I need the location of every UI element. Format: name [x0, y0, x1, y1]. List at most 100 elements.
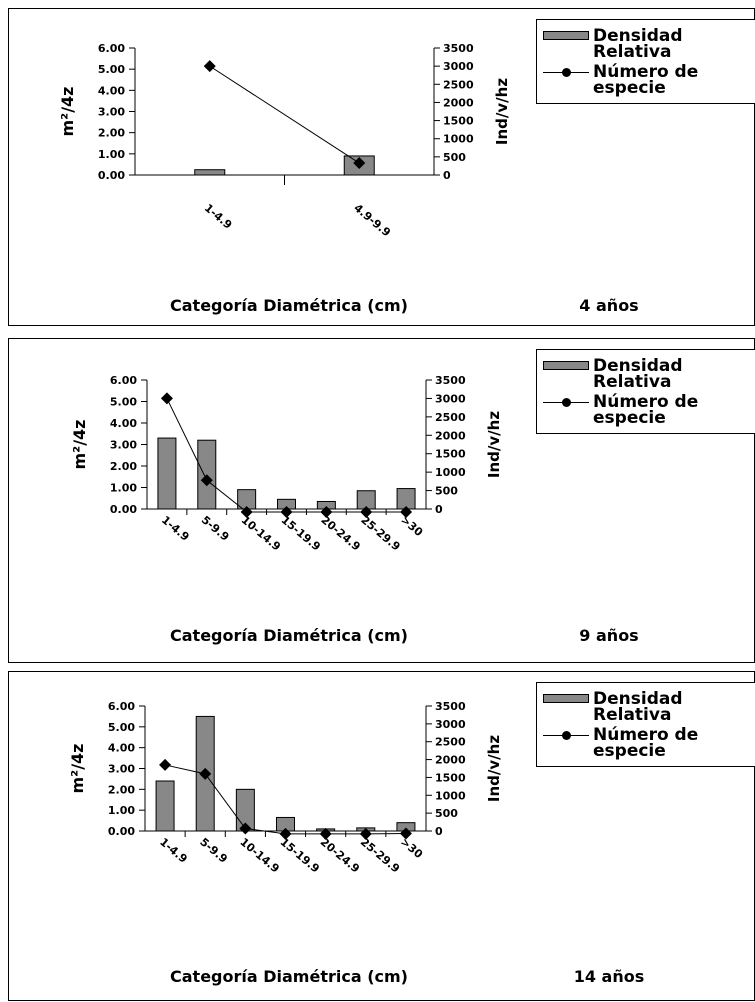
y-axis-title: m²/4z — [68, 744, 87, 794]
line-marker — [200, 474, 213, 487]
line-marker — [239, 822, 252, 835]
left-axis-tick-label: 1.00 — [110, 482, 137, 495]
line-marker — [279, 827, 292, 840]
left-axis-tick-label: 2.00 — [110, 460, 137, 473]
left-axis-tick-label: 6.00 — [108, 700, 135, 713]
left-axis-tick-label: 3.00 — [98, 106, 125, 119]
right-axis-tick-label: 3500 — [435, 374, 466, 387]
right-axis-tick-label: 3000 — [443, 60, 474, 73]
right-axis-tick-label: 500 — [443, 151, 466, 164]
chart-title: 4 años — [579, 296, 639, 315]
y2-axis-title: Ind/v/hz — [485, 411, 503, 478]
chart-svg: 6.00 5.00 4.00 3.00 2.00 1.00 0.00 3500 3000 2500… — [68, 700, 503, 876]
right-axis-tick-label: 1000 — [435, 466, 466, 479]
left-axis-tick-label: 4.00 — [98, 84, 125, 97]
line-marker — [399, 827, 412, 840]
x-tick-label: 1-4.9 — [157, 835, 190, 865]
right-axis-tick-label: 1500 — [435, 771, 466, 784]
bar-densidad-relativa — [155, 780, 175, 832]
bar-densidad-relativa — [194, 169, 226, 176]
left-axis-tick-label: 6.00 — [110, 374, 137, 387]
right-axis-tick-label: 0 — [435, 503, 443, 516]
x-tick-label: 15-19.9 — [279, 513, 323, 553]
right-axis-tick-label: 2000 — [435, 754, 466, 767]
x-axis-title: Categoría Diamétrica (cm) — [170, 967, 408, 986]
legend-bar-swatch — [543, 694, 589, 703]
x-tick-label: 4.9-9.9 — [351, 201, 393, 239]
x-tick-label: 1-4.9 — [202, 201, 235, 231]
x-tick-label: 10-14.9 — [239, 513, 283, 553]
left-axis-tick-label: 2.00 — [108, 783, 135, 796]
right-axis-tick-label: 500 — [435, 807, 458, 820]
x-tick-label: 5-9.9 — [197, 835, 230, 865]
right-axis-tick-label: 3000 — [435, 392, 466, 405]
left-axis-tick-label: 5.00 — [98, 63, 125, 76]
left-axis-tick-label: 3.00 — [108, 763, 135, 776]
right-axis-tick-label: 1500 — [443, 115, 474, 128]
x-axis-title: Categoría Diamétrica (cm) — [170, 626, 408, 645]
line-marker — [280, 505, 293, 518]
line-marker — [199, 767, 212, 780]
legend-line-label: Número de especie — [593, 392, 699, 428]
legend-bar-label: Densidad Relativa — [593, 356, 683, 392]
chart-panel-9-years: 6.00 5.00 4.00 3.00 2.00 1.00 0.00 3500 3000 2500… — [8, 338, 755, 663]
left-axis-tick-label: 6.00 — [98, 42, 125, 55]
right-axis-tick-label: 2500 — [443, 78, 474, 91]
chart-title: 9 años — [579, 626, 639, 645]
right-axis-tick-label: 0 — [443, 169, 451, 182]
right-axis-tick-label: 3500 — [435, 700, 466, 713]
left-axis-tick-label: 2.00 — [98, 127, 125, 140]
right-axis-tick-label: 1000 — [435, 789, 466, 802]
y2-axis-title: Ind/v/hz — [485, 735, 503, 802]
x-tick-label: 5-9.9 — [199, 513, 232, 543]
y-axis-title: m²/4z — [70, 420, 89, 470]
right-axis-tick-label: 500 — [435, 485, 458, 498]
left-axis-tick-label: 5.00 — [110, 396, 137, 409]
bar-densidad-relativa — [396, 488, 416, 510]
chart-svg: 6.00 5.00 4.00 3.00 2.00 1.00 0.00 3500 3000 2500… — [70, 374, 503, 554]
line-marker — [160, 392, 173, 405]
chart-legend: Densidad Relativa Número de especie — [536, 682, 755, 767]
left-axis-tick-label: 5.00 — [108, 721, 135, 734]
y-axis-title: m²/4z — [58, 87, 77, 137]
right-axis-tick-label: 1500 — [435, 448, 466, 461]
left-axis-tick-label: 4.00 — [110, 417, 137, 430]
right-axis-tick-label: 3500 — [443, 42, 474, 55]
chart-svg: 6.00 5.00 4.00 3.00 2.00 1.00 0.00 3500 3000 2500… — [58, 42, 511, 239]
legend-line-swatch — [543, 64, 589, 80]
legend-line-label: Número de especie — [593, 62, 699, 98]
line-marker — [240, 505, 253, 518]
left-axis-tick-label: 0.00 — [98, 169, 125, 182]
right-axis-tick-label: 2000 — [443, 96, 474, 109]
right-axis-tick-label: 2500 — [435, 736, 466, 749]
chart-panel-4-years: 6.00 5.00 4.00 3.00 2.00 1.00 0.00 3500 3000 2500… — [8, 8, 755, 326]
left-axis-tick-label: 1.00 — [98, 148, 125, 161]
right-axis-tick-label: 0 — [435, 825, 443, 838]
x-axis-title: Categoría Diamétrica (cm) — [170, 296, 408, 315]
line-marker — [319, 827, 332, 840]
x-tick-label: 1-4.9 — [159, 513, 192, 543]
x-tick-label: >30 — [398, 513, 425, 539]
left-axis-tick-label: 1.00 — [108, 804, 135, 817]
left-axis-tick-label: 0.00 — [108, 825, 135, 838]
legend-bar-label: Densidad Relativa — [593, 689, 683, 725]
legend-bar-swatch — [543, 361, 589, 370]
x-tick-label: 20-24.9 — [318, 835, 362, 875]
line-numero-de-especie — [209, 65, 360, 164]
x-tick-label: 10-14.9 — [237, 835, 281, 875]
chart-panel-14-years: 6.00 5.00 4.00 3.00 2.00 1.00 0.00 3500 3000 2500… — [8, 671, 755, 1001]
right-axis-tick-label: 2500 — [435, 411, 466, 424]
left-axis-tick-label: 3.00 — [110, 439, 137, 452]
x-tick-label: 20-24.9 — [318, 513, 362, 553]
chart-legend: Densidad Relativa Número de especie — [536, 349, 755, 434]
right-axis-tick-label: 3000 — [435, 718, 466, 731]
legend-line-swatch — [543, 394, 589, 410]
line-marker — [320, 505, 333, 518]
line-marker — [159, 758, 172, 771]
line-marker — [400, 505, 413, 518]
x-tick-label: 15-19.9 — [278, 835, 322, 875]
left-axis-tick-label: 4.00 — [108, 742, 135, 755]
x-tick-label: >30 — [398, 835, 425, 861]
line-marker — [359, 827, 372, 840]
chart-legend: Densidad Relativa Número de especie — [536, 19, 755, 104]
